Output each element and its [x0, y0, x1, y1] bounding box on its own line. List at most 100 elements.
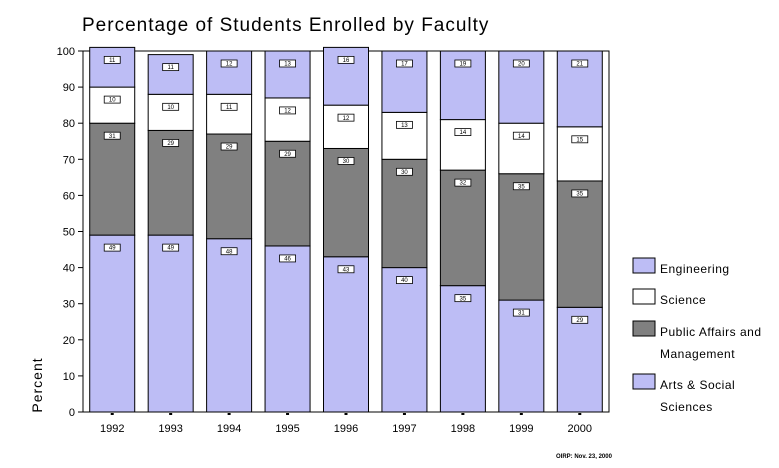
- bar-segment: [498, 122, 545, 175]
- data-label: 30: [343, 159, 350, 165]
- data-label-box: [454, 128, 472, 136]
- bar-segment: [89, 122, 136, 236]
- y-tick-label: 80: [63, 118, 75, 130]
- data-label: 11: [168, 65, 175, 71]
- bar-segment: [556, 180, 603, 308]
- data-label-box: [162, 63, 180, 72]
- x-tick-label: 1998: [451, 423, 475, 435]
- data-label-box: [103, 55, 121, 64]
- x-tick: [461, 413, 465, 415]
- data-label-box: [220, 142, 238, 151]
- x-tick: [227, 413, 231, 415]
- data-label-box: [279, 59, 296, 68]
- data-label: 10: [167, 105, 174, 111]
- data-label-box: [396, 167, 413, 176]
- legend-label: Public Affairs and: [660, 325, 762, 339]
- bar-segment: [556, 126, 603, 182]
- x-tick-label: 1993: [158, 423, 182, 435]
- data-label-box: [220, 102, 238, 111]
- bar-segment: [206, 133, 253, 240]
- data-label-box: [279, 254, 296, 263]
- footnote: OIRP: Nov. 23, 2000: [556, 454, 613, 460]
- bar-segment: [264, 140, 311, 247]
- x-tick: [402, 413, 406, 415]
- data-label-box: [220, 247, 238, 256]
- data-label: 49: [109, 246, 116, 252]
- data-label: 12: [284, 109, 291, 115]
- data-label: 15: [576, 137, 583, 143]
- bar-segment: [439, 119, 486, 171]
- data-label: 31: [109, 134, 116, 140]
- legend-swatch: [632, 288, 656, 305]
- x-tick-label: 1996: [334, 423, 358, 435]
- data-label: 30: [401, 170, 408, 176]
- legend-label: Science: [660, 293, 706, 307]
- data-label: 20: [518, 62, 525, 68]
- data-label: 29: [576, 318, 583, 324]
- x-tick: [578, 413, 582, 415]
- legend-swatch: [632, 257, 656, 274]
- bar-segment: [89, 86, 136, 124]
- data-label: 19: [460, 62, 467, 68]
- x-tick: [286, 413, 290, 415]
- y-tick-label: 60: [63, 190, 75, 202]
- data-label: 16: [343, 58, 350, 64]
- data-label-box: [454, 294, 472, 303]
- data-label: 29: [284, 152, 291, 158]
- legend-label: Arts & Social: [660, 378, 735, 392]
- data-label-box: [396, 59, 413, 68]
- y-tick-label: 30: [63, 299, 75, 311]
- x-tick: [519, 413, 523, 415]
- data-label: 11: [226, 105, 233, 111]
- data-label-box: [396, 276, 413, 285]
- data-label-box: [571, 135, 589, 144]
- bar-segment: [498, 173, 545, 301]
- data-label: 29: [226, 145, 233, 151]
- data-label: 13: [401, 123, 408, 129]
- y-axis-label: Percent: [29, 357, 45, 412]
- data-label-box: [103, 95, 121, 104]
- data-label-box: [571, 59, 589, 68]
- data-label: 14: [518, 134, 525, 140]
- data-label-box: [512, 131, 530, 140]
- bar-segment: [89, 234, 136, 413]
- y-tick-label: 50: [63, 227, 75, 239]
- bar-segment: [206, 93, 253, 135]
- bar-segment: [147, 234, 194, 413]
- legend-label: Engineering: [660, 262, 730, 276]
- data-label: 46: [284, 257, 291, 263]
- data-label: 29: [167, 141, 174, 147]
- data-label: 40: [401, 278, 408, 284]
- data-label-box: [571, 315, 589, 324]
- data-label-box: [162, 243, 180, 252]
- data-label: 35: [460, 296, 467, 302]
- data-label-box: [512, 182, 530, 191]
- bar-segment: [264, 97, 311, 142]
- data-label-box: [337, 265, 355, 274]
- data-label-box: [512, 308, 530, 317]
- y-tick-label: 90: [63, 82, 75, 94]
- data-label-box: [337, 55, 355, 64]
- data-label-box: [162, 139, 180, 147]
- x-tick-label: 1997: [392, 423, 416, 435]
- bar-segment: [439, 169, 486, 287]
- bar-segment: [206, 238, 253, 413]
- data-label-box: [337, 157, 355, 165]
- legend-label: Sciences: [660, 400, 713, 414]
- y-tick-label: 70: [63, 154, 75, 166]
- data-label: 10: [109, 98, 116, 104]
- data-label-box: [220, 59, 238, 68]
- data-label: 14: [460, 130, 467, 136]
- data-label-box: [454, 59, 472, 68]
- x-tick: [169, 413, 173, 415]
- bar-segment: [323, 147, 369, 258]
- legend-label: Management: [660, 347, 735, 361]
- data-label-box: [571, 189, 589, 198]
- bar-segment: [264, 50, 311, 99]
- data-label-box: [279, 149, 296, 158]
- data-label: 17: [401, 62, 408, 68]
- bar-segment: [206, 50, 253, 95]
- data-label: 11: [109, 58, 116, 64]
- data-label-box: [396, 120, 413, 129]
